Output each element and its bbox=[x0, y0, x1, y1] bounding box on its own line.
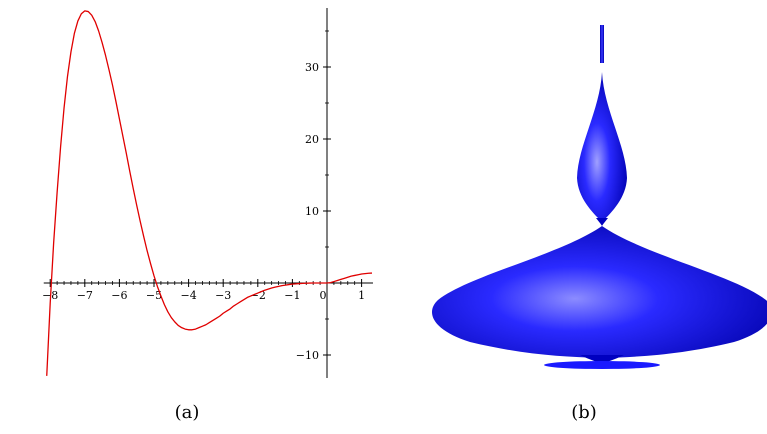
y-tick-label: 20 bbox=[305, 133, 319, 146]
x-tick-label: −2 bbox=[250, 289, 266, 302]
x-tick-label: 0 bbox=[320, 289, 327, 302]
y-tick-label: 10 bbox=[305, 205, 319, 218]
y-ticks: −10 10 20 30 bbox=[296, 30, 331, 362]
panel-b-solid-of-revolution bbox=[432, 25, 767, 369]
caption-b: (b) bbox=[571, 402, 597, 423]
x-tick-label: −1 bbox=[284, 289, 300, 302]
y-tick-label: 30 bbox=[305, 61, 319, 74]
x-tick-label: −6 bbox=[111, 289, 127, 302]
x-tick-label: −3 bbox=[215, 289, 231, 302]
x-ticks: −8 −7 −6 −5 −4 −3 −2 −1 0 1 bbox=[42, 279, 365, 302]
x-tick-label: −4 bbox=[180, 289, 196, 302]
x-tick-label: −5 bbox=[146, 289, 162, 302]
x-tick-label: −7 bbox=[77, 289, 93, 302]
x-tick-label: 1 bbox=[358, 289, 365, 302]
lower-body bbox=[432, 226, 767, 358]
base-disk bbox=[544, 361, 660, 369]
y-tick-label: −10 bbox=[296, 349, 319, 362]
top-stem bbox=[600, 25, 604, 63]
series-line bbox=[46, 10, 373, 376]
bottom-tip bbox=[580, 355, 624, 364]
caption-a: (a) bbox=[175, 402, 200, 423]
upper-bulb bbox=[577, 72, 627, 222]
neck bbox=[596, 218, 608, 226]
